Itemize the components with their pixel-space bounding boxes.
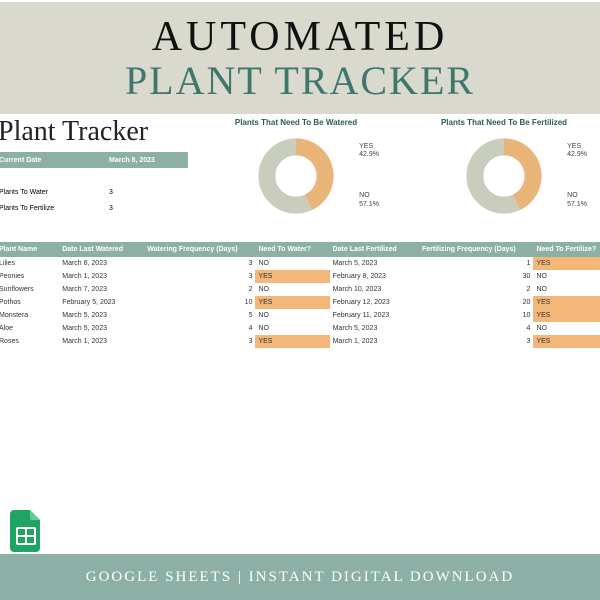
current-date-row: Current Date March 8, 2023 <box>0 152 188 168</box>
table-row[interactable]: LiliesMarch 6, 20233NOMarch 5, 20231YES <box>0 257 600 270</box>
fertilized-chart-card: Plants That Need To Be Fertilized YES 42… <box>404 116 600 234</box>
table-cell[interactable]: 3 <box>144 335 255 348</box>
table-cell[interactable]: YES <box>533 296 600 309</box>
table-cell[interactable]: NO <box>533 270 600 283</box>
plants-to-water-label: Plants To Water <box>0 189 101 196</box>
col-plant-name: Plant Name <box>0 242 59 257</box>
header-banner: AUTOMATED PLANT TRACKER <box>0 0 600 114</box>
table-cell[interactable]: NO <box>533 283 600 296</box>
table-cell[interactable]: March 1, 2023 <box>59 335 144 348</box>
table-cell[interactable]: NO <box>255 322 329 335</box>
fertilized-no-legend: NO 57.1% <box>567 192 587 209</box>
table-cell[interactable]: NO <box>255 257 329 270</box>
col-date-last-watered: Date Last Watered <box>59 242 144 257</box>
table-cell[interactable]: March 10, 2023 <box>330 283 419 296</box>
watered-donut: YES 42.9% NO 57.1% <box>249 129 343 223</box>
table-cell[interactable]: 3 <box>144 257 255 270</box>
plants-to-fertilize-row: Plants To Fertilize 3 <box>0 200 188 216</box>
table-cell[interactable]: 4 <box>419 322 533 335</box>
table-header-row: Plant Name Date Last Watered Watering Fr… <box>0 242 600 257</box>
plants-to-fertilize-label: Plants To Fertilize <box>0 205 101 212</box>
col-need-fertilize: Need To Fertilize? <box>533 242 600 257</box>
plants-to-fertilize-value: 3 <box>101 205 113 212</box>
fertilized-chart-title: Plants That Need To Be Fertilized <box>441 118 567 127</box>
table-cell[interactable]: NO <box>255 283 329 296</box>
table-cell[interactable]: 2 <box>144 283 255 296</box>
col-watering-freq: Watering Frequency (Days) <box>144 242 255 257</box>
fertilized-donut: YES 42.9% NO 57.1% <box>457 129 551 223</box>
table-cell[interactable]: March 5, 2023 <box>330 257 419 270</box>
watered-donut-svg <box>249 129 343 223</box>
col-fertilizing-freq: Fertilizing Frequency (Days) <box>419 242 533 257</box>
table-cell[interactable]: Monstera <box>0 309 59 322</box>
summary-block: Plant Tracker Current Date March 8, 2023… <box>0 116 188 216</box>
table-cell[interactable]: 20 <box>419 296 533 309</box>
table-cell[interactable]: Peonies <box>0 270 59 283</box>
fertilized-yes-legend: YES 42.9% <box>567 143 587 160</box>
table-cell[interactable]: YES <box>533 309 600 322</box>
table-cell[interactable]: 10 <box>144 296 255 309</box>
table-cell[interactable]: YES <box>533 335 600 348</box>
table-row[interactable]: PeoniesMarch 1, 20233YESFebruary 8, 2023… <box>0 270 600 283</box>
table-cell[interactable]: Roses <box>0 335 59 348</box>
table-cell[interactable]: March 7, 2023 <box>59 283 144 296</box>
table-cell[interactable]: Aloe <box>0 322 59 335</box>
watered-chart-title: Plants That Need To Be Watered <box>235 118 357 127</box>
table-cell[interactable]: Lilies <box>0 257 59 270</box>
table-cell[interactable]: 30 <box>419 270 533 283</box>
sheet-title: Plant Tracker <box>0 116 188 152</box>
table-cell[interactable]: March 6, 2023 <box>59 257 144 270</box>
table-cell[interactable]: February 11, 2023 <box>330 309 419 322</box>
table-cell[interactable]: March 5, 2023 <box>59 322 144 335</box>
banner-title-line1: AUTOMATED <box>10 16 590 58</box>
table-row[interactable]: MonsteraMarch 5, 20235NOFebruary 11, 202… <box>0 309 600 322</box>
table-cell[interactable]: YES <box>255 270 329 283</box>
table-cell[interactable]: 3 <box>144 270 255 283</box>
empty-row <box>0 168 188 184</box>
google-sheets-icon <box>10 510 42 552</box>
table-cell[interactable]: February 12, 2023 <box>330 296 419 309</box>
table-cell[interactable]: March 1, 2023 <box>330 335 419 348</box>
plants-to-water-value: 3 <box>101 189 113 196</box>
col-need-water: Need To Water? <box>255 242 329 257</box>
table-cell[interactable]: 5 <box>144 309 255 322</box>
watered-no-legend: NO 57.1% <box>359 192 379 209</box>
plants-to-water-row: Plants To Water 3 <box>0 184 188 200</box>
table-cell[interactable]: 1 <box>419 257 533 270</box>
table-cell[interactable]: Sunflowers <box>0 283 59 296</box>
table-cell[interactable]: March 5, 2023 <box>330 322 419 335</box>
current-date-value: March 8, 2023 <box>101 157 155 164</box>
spreadsheet-preview: Plant Tracker Current Date March 8, 2023… <box>0 116 600 508</box>
table-cell[interactable]: February 8, 2023 <box>330 270 419 283</box>
table-cell[interactable]: March 5, 2023 <box>59 309 144 322</box>
footer-text: GOOGLE SHEETS | INSTANT DIGITAL DOWNLOAD <box>86 569 514 586</box>
table-row[interactable]: SunflowersMarch 7, 20232NOMarch 10, 2023… <box>0 283 600 296</box>
table-cell[interactable]: NO <box>255 309 329 322</box>
current-date-label: Current Date <box>0 157 101 164</box>
watered-chart-card: Plants That Need To Be Watered YES 42.9%… <box>196 116 396 234</box>
banner-title-line2: PLANT TRACKER <box>10 60 590 102</box>
table-row[interactable]: AloeMarch 5, 20234NOMarch 5, 20234NO <box>0 322 600 335</box>
watered-yes-legend: YES 42.9% <box>359 143 379 160</box>
table-cell[interactable]: YES <box>255 296 329 309</box>
col-date-last-fertilized: Date Last Fertilized <box>330 242 419 257</box>
table-cell[interactable]: YES <box>533 257 600 270</box>
table-cell[interactable]: March 1, 2023 <box>59 270 144 283</box>
table-cell[interactable]: 10 <box>419 309 533 322</box>
table-cell[interactable]: 4 <box>144 322 255 335</box>
table-cell[interactable]: 3 <box>419 335 533 348</box>
table-cell[interactable]: 2 <box>419 283 533 296</box>
fertilized-donut-svg <box>457 129 551 223</box>
table-row[interactable]: RosesMarch 1, 20233YESMarch 1, 20233YES <box>0 335 600 348</box>
table-cell[interactable]: Pothos <box>0 296 59 309</box>
table-row[interactable]: PothosFebruary 5, 202310YESFebruary 12, … <box>0 296 600 309</box>
table-cell[interactable]: February 5, 2023 <box>59 296 144 309</box>
footer-bar: GOOGLE SHEETS | INSTANT DIGITAL DOWNLOAD <box>0 554 600 600</box>
plant-data-table: Plant Name Date Last Watered Watering Fr… <box>0 242 600 348</box>
table-cell[interactable]: YES <box>255 335 329 348</box>
table-cell[interactable]: NO <box>533 322 600 335</box>
